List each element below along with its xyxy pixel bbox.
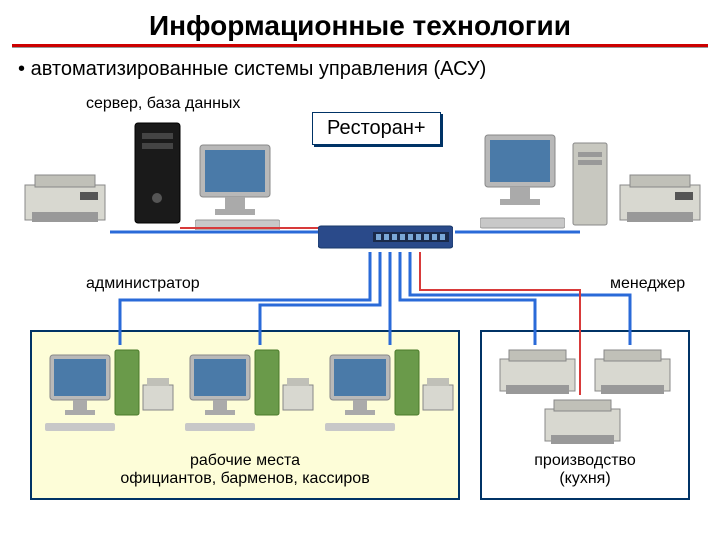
monitor-server-icon [195, 140, 280, 230]
printer-kitchen-3-icon [540, 395, 625, 450]
bullet: • [18, 58, 25, 80]
subtitle: • автоматизированные системы управления … [0, 54, 720, 85]
title-underline-gray [12, 47, 708, 48]
subtitle-text: автоматизированные системы управления (А… [31, 58, 487, 80]
workstation-3-icon [325, 345, 455, 435]
printer-manager-icon [615, 170, 705, 230]
label-manager: менеджер [610, 275, 685, 293]
printer-kitchen-2-icon [590, 345, 675, 400]
workstation-1-icon [45, 345, 175, 435]
label-server: сервер, база данных [86, 95, 240, 113]
zone-kitchen-label: производство (кухня) [482, 452, 688, 488]
tower-manager-icon [570, 140, 610, 228]
printer-admin-icon [20, 170, 110, 230]
page-title: Информационные технологии [0, 0, 720, 44]
workstation-2-icon [185, 345, 315, 435]
printer-kitchen-1-icon [495, 345, 580, 400]
zone-waiters-label: рабочие места официантов, барменов, касс… [32, 452, 458, 488]
network-switch-icon [318, 222, 453, 252]
label-admin: администратор [86, 275, 200, 293]
label-software: Ресторан+ [312, 112, 441, 145]
monitor-manager-icon [480, 130, 565, 230]
server-tower-icon [130, 118, 185, 228]
